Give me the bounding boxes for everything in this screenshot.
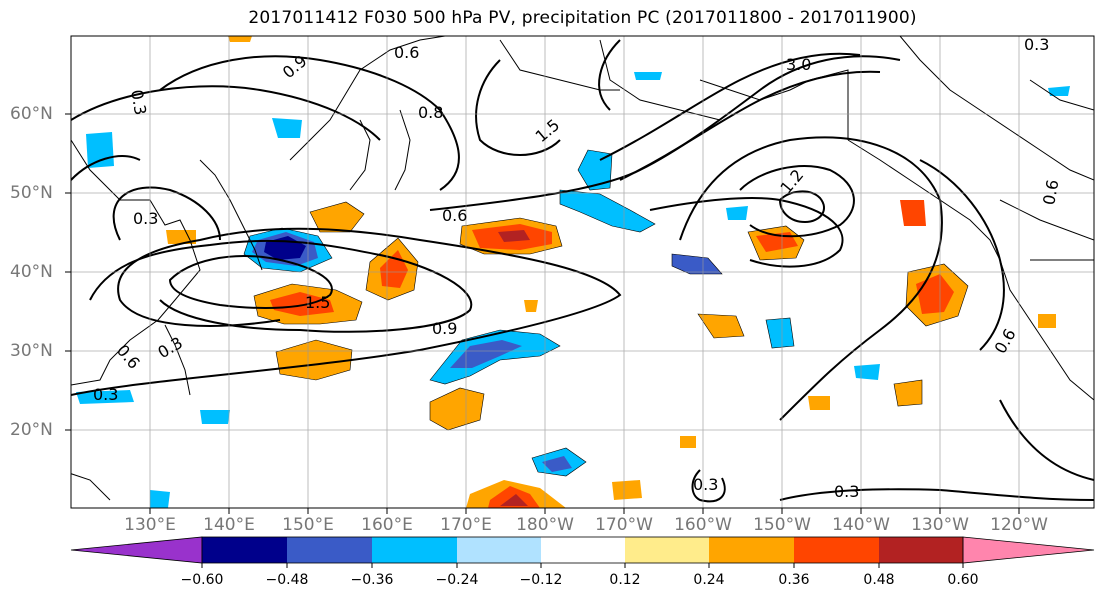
colorbar-tick-label: −0.48 bbox=[265, 572, 309, 588]
lon-label: 180°W bbox=[516, 515, 574, 535]
colorbar-tick-label: 0.24 bbox=[693, 572, 725, 588]
colorbar-bin bbox=[541, 537, 625, 563]
colorbar-bin bbox=[457, 537, 541, 563]
colorbar bbox=[70, 536, 1095, 568]
contour-label: 0.3 bbox=[127, 88, 150, 116]
lon-label: 130°W bbox=[911, 515, 969, 535]
colorbar-bin bbox=[202, 537, 287, 563]
colorbar-tick-label: −0.24 bbox=[435, 572, 479, 588]
colorbar-tick-label: 0.48 bbox=[863, 572, 895, 588]
colorbar-bin bbox=[879, 537, 963, 563]
lon-label: 150°W bbox=[753, 515, 811, 535]
lat-label: 40°N bbox=[10, 262, 53, 282]
colorbar-bin bbox=[794, 537, 879, 563]
contour-label: 3.0 bbox=[786, 55, 811, 74]
lon-label: 150°E bbox=[282, 515, 334, 535]
precip-shading bbox=[76, 36, 1070, 508]
lat-label: 20°N bbox=[10, 420, 53, 440]
colorbar-tick-label: 0.60 bbox=[947, 572, 979, 588]
lon-label: 170°E bbox=[440, 515, 492, 535]
graticule bbox=[71, 36, 1094, 508]
colorbar-bin bbox=[372, 537, 457, 563]
contour-label: 0.6 bbox=[442, 206, 467, 225]
lat-label: 60°N bbox=[10, 104, 53, 124]
lon-label: 120°W bbox=[990, 515, 1048, 535]
lon-label: 130°E bbox=[124, 515, 176, 535]
lon-label: 160°W bbox=[674, 515, 732, 535]
tick-marks bbox=[65, 113, 1020, 514]
colorbar-bin bbox=[709, 537, 794, 563]
lon-label: 160°E bbox=[361, 515, 413, 535]
lat-label: 50°N bbox=[10, 183, 53, 203]
contour-label: 0.3 bbox=[1024, 35, 1049, 54]
lon-label: 140°E bbox=[203, 515, 255, 535]
contour-label: 0.6 bbox=[113, 341, 144, 373]
contour-label: 0.3 bbox=[834, 482, 859, 501]
lon-label: 140°W bbox=[832, 515, 890, 535]
contour-label: 0.3 bbox=[693, 475, 718, 494]
colorbar-tick-label: −0.12 bbox=[519, 572, 563, 588]
colorbar-bin bbox=[287, 537, 372, 563]
lon-label: 170°W bbox=[595, 515, 653, 535]
contour-label: 0.3 bbox=[154, 333, 186, 362]
colorbar-tick-label: −0.36 bbox=[350, 572, 394, 588]
colorbar-bin bbox=[625, 537, 709, 563]
colorbar-extend-high bbox=[962, 536, 1095, 564]
map-title: 2017011412 F030 500 hPa PV, precipitatio… bbox=[248, 8, 917, 28]
contour-label: 0.6 bbox=[394, 43, 419, 62]
colorbar-extend-low bbox=[70, 536, 203, 564]
contour-label: 0.3 bbox=[133, 209, 158, 228]
colorbar-tick-label: 0.12 bbox=[609, 572, 641, 588]
contour-label: 0.6 bbox=[1039, 178, 1062, 206]
contour-label: 0.3 bbox=[93, 385, 118, 404]
colorbar-tick-label: −0.60 bbox=[180, 572, 224, 588]
contour-label: 0.9 bbox=[432, 319, 457, 338]
contour-label: 1.2 bbox=[776, 166, 807, 198]
colorbar-tick-label: 0.36 bbox=[778, 572, 810, 588]
lat-label: 30°N bbox=[10, 341, 53, 361]
contour-label: 0.8 bbox=[418, 103, 443, 122]
contour-label: 1.5 bbox=[305, 293, 330, 312]
coastlines bbox=[71, 36, 1094, 501]
contour-labels: 0.6 0.9 0.3 0.8 1.5 3.0 0.3 0.6 0.3 0.6 … bbox=[93, 35, 1062, 501]
